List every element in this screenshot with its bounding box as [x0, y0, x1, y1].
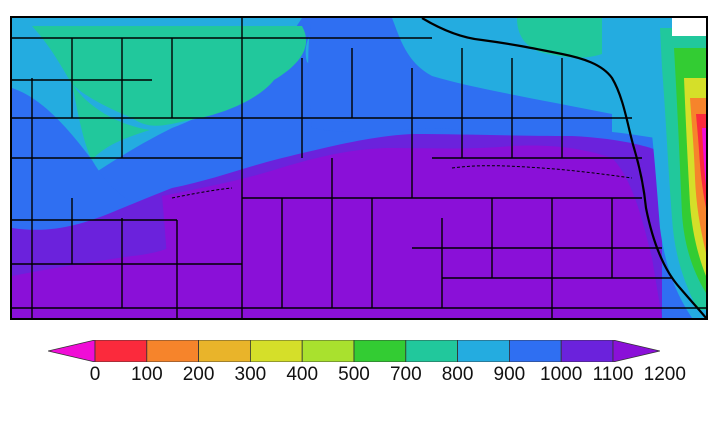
colorbar-swatch	[508, 340, 562, 362]
colorbar-tick-label: 300	[234, 364, 267, 385]
colorbar-swatch	[249, 340, 303, 362]
teal-west-arm	[72, 84, 150, 160]
platte-river	[451, 165, 633, 179]
colorbar-swatch	[301, 340, 355, 362]
river-boundary	[421, 18, 706, 318]
colorbar-under-arrow	[48, 340, 96, 362]
river-west	[171, 187, 233, 199]
colorbar-tick-label: 100	[130, 364, 163, 385]
colorbar-tick-label: 500	[338, 364, 370, 385]
colorbar-swatch	[560, 340, 614, 362]
colorbar-swatch	[94, 340, 148, 362]
colorbar-tick-label: 200	[182, 364, 215, 385]
colorbar-strip	[48, 340, 660, 362]
colorbar-tick-label: 700	[389, 364, 422, 385]
colorbar-swatch	[353, 340, 407, 362]
map-canvas	[12, 18, 706, 318]
colorbar-tick-label: 900	[493, 364, 526, 385]
teal-north-east	[517, 18, 602, 58]
county-borders	[12, 18, 706, 318]
colorbar-swatch	[405, 340, 458, 362]
colorbar: 0 100 200 300 400 500 700 800 900 1000 1100 1200	[48, 340, 686, 400]
colorbar-tick-label: 1200	[643, 364, 686, 385]
purple-core	[162, 145, 662, 318]
colorbar-tick-label: 0	[89, 364, 101, 385]
teal-north-west	[32, 26, 307, 126]
colorbar-swatch	[457, 340, 510, 362]
colorbar-tick-label: 1000	[540, 364, 583, 385]
colorbar-swatch	[198, 340, 251, 362]
colorbar-tick-label: 800	[441, 364, 474, 385]
colorbar-swatch	[146, 340, 200, 362]
east-magenta	[702, 128, 706, 186]
colorbar-over-arrow	[612, 340, 660, 362]
colorbar-tick-label: 400	[286, 364, 319, 385]
white-no-data-patch	[672, 18, 706, 36]
colorbar-tick-label: 1100	[592, 364, 634, 385]
blue-north-central	[308, 18, 612, 144]
contour-map	[10, 16, 708, 320]
